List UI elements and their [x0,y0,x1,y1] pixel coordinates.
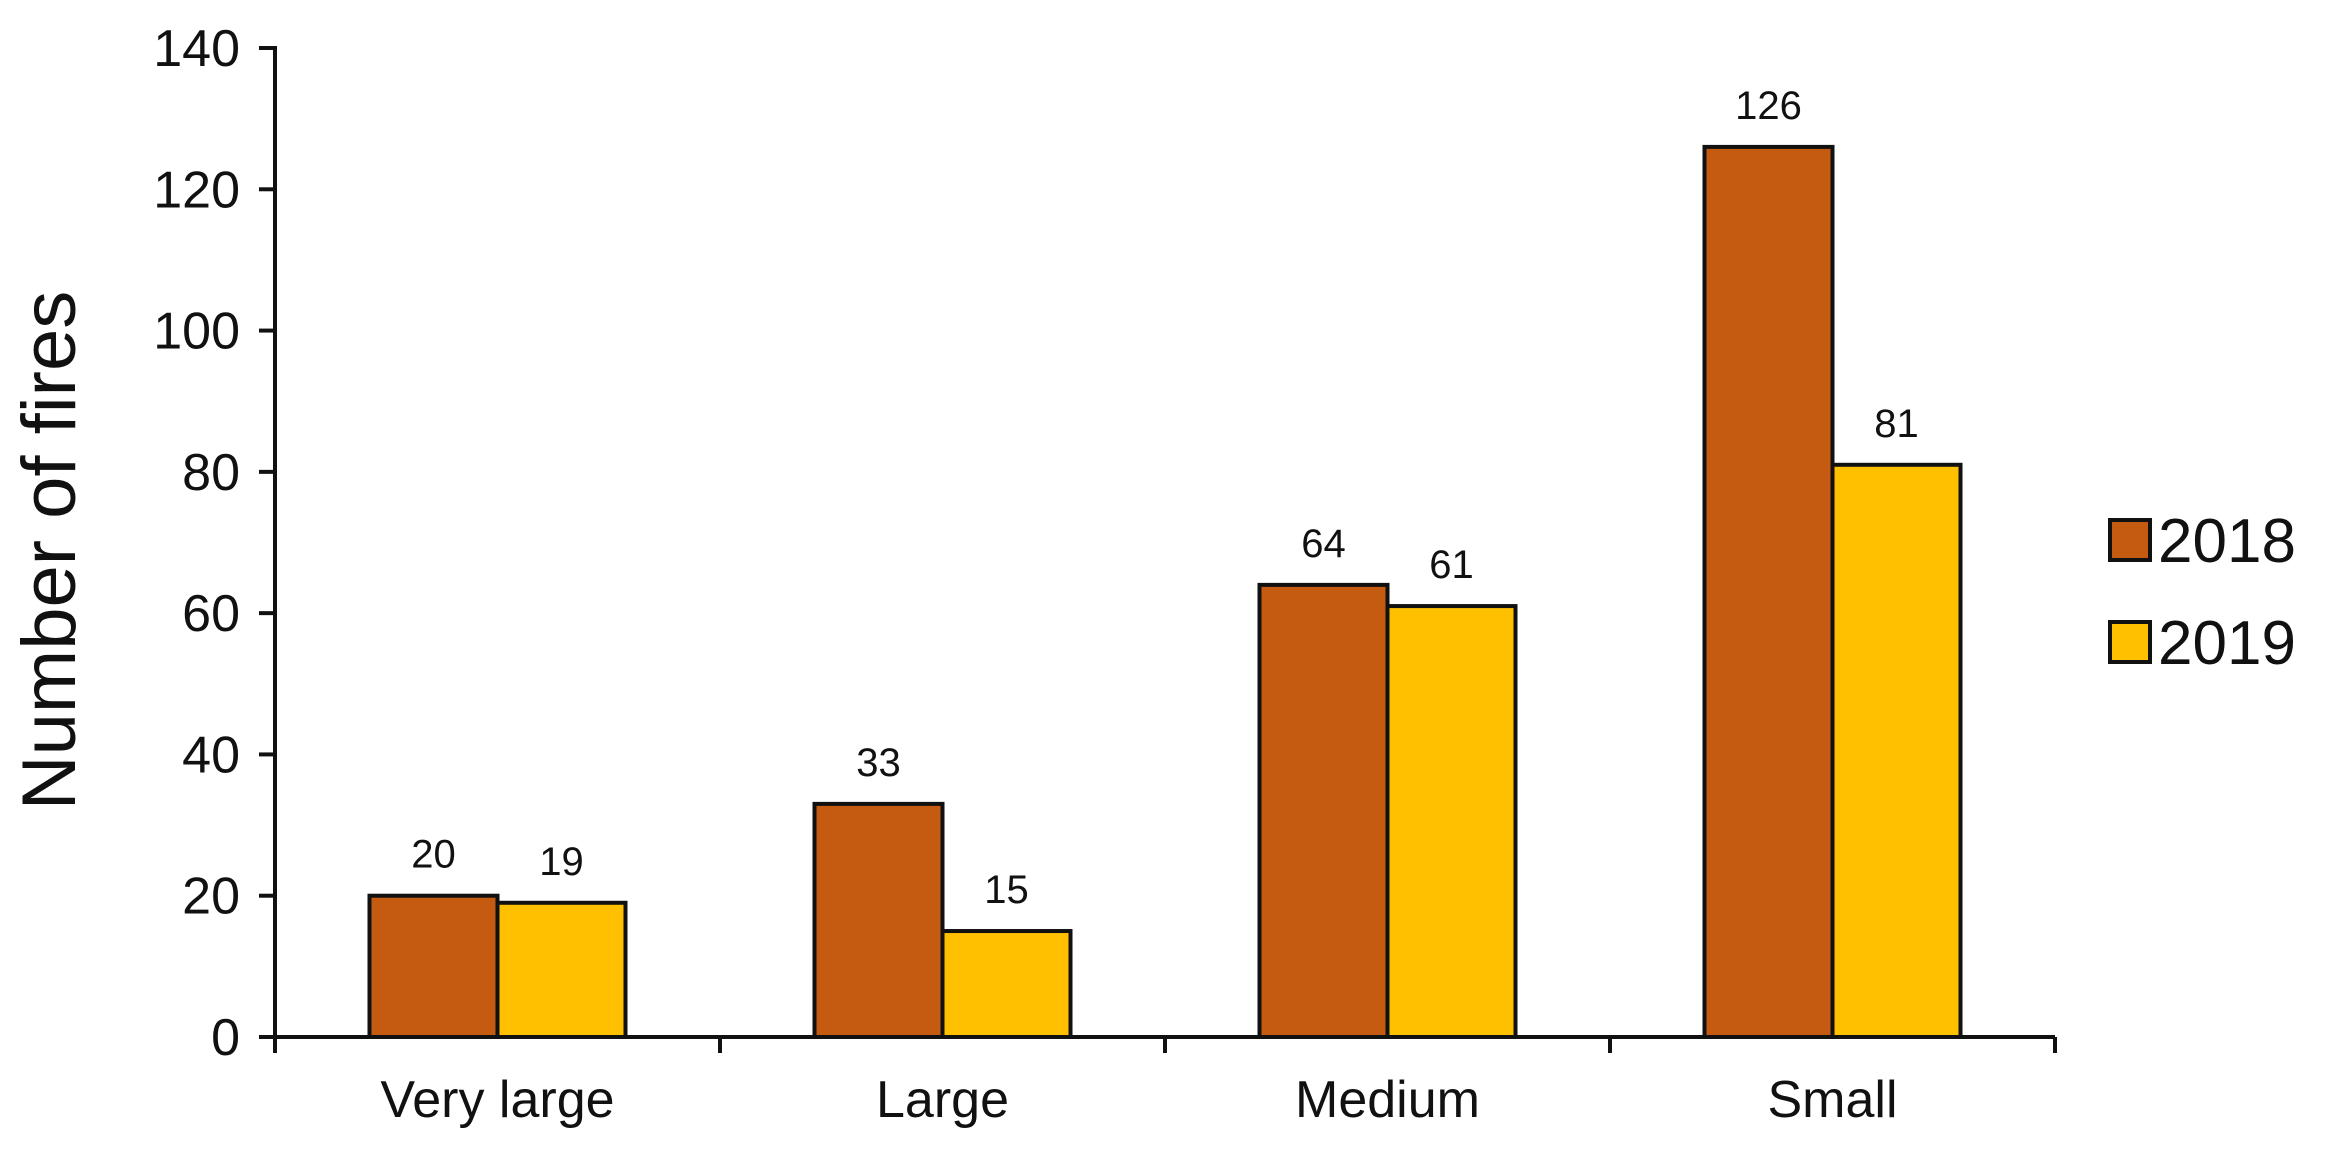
category-label: Large [876,1071,1009,1129]
legend: 2018 2019 [2108,507,2296,678]
y-tick-label: 120 [153,161,240,219]
y-tick-label: 20 [182,868,240,926]
bar-2018 [812,801,945,1040]
category-label: Small [1767,1071,1897,1129]
bar-2018 [367,893,500,1040]
bar-2019 [940,929,1073,1039]
y-axis-title-group: Number of fires [7,291,92,811]
y-tick-label: 40 [182,726,240,784]
data-label: 61 [1429,543,1474,587]
plot-area: 0 20 40 60 80 100 120 140 20 19 Very large 33 15 Larg… [153,20,2057,1129]
data-label: 19 [539,840,584,884]
category-label: Very large [380,1071,614,1129]
data-label: 126 [1735,84,1802,128]
legend-label: 2019 [2158,609,2296,678]
data-label: 15 [984,868,1029,912]
bar-2019 [1385,604,1518,1039]
data-label: 81 [1874,402,1919,446]
legend-label: 2018 [2158,507,2296,576]
data-label: 64 [1301,522,1346,566]
y-axis-title: Number of fires [7,291,92,811]
y-tick-label: 140 [153,20,240,78]
bar-2018 [1257,582,1390,1040]
y-tick-label: 80 [182,444,240,502]
bar-2018 [1702,144,1835,1039]
y-tick-label: 100 [153,303,240,361]
legend-swatch-2018 [2108,518,2152,562]
data-label: 33 [856,741,901,785]
category-label: Medium [1295,1071,1480,1129]
bar-2019 [1830,462,1963,1039]
y-tick-label: 0 [211,1009,240,1067]
y-tick-label: 60 [182,585,240,643]
bar-2019 [495,900,628,1039]
data-label: 20 [411,833,456,877]
legend-swatch-2019 [2108,620,2152,664]
